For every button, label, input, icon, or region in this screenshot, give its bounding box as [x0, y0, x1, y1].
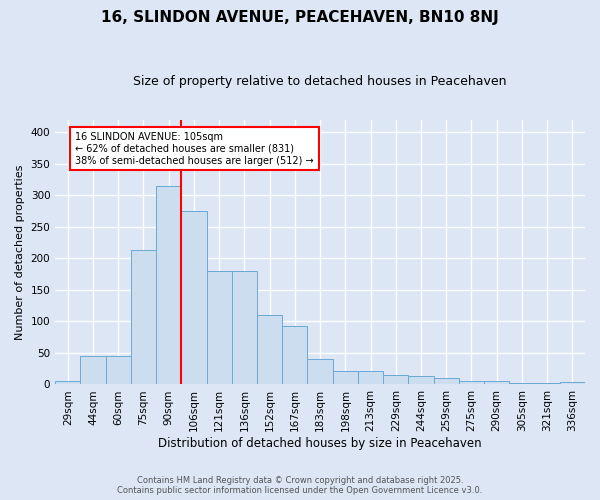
Bar — [434, 378, 459, 384]
Bar — [535, 383, 560, 384]
Bar — [332, 370, 358, 384]
Bar — [459, 382, 484, 384]
Bar — [232, 271, 257, 384]
Text: 16, SLINDON AVENUE, PEACEHAVEN, BN10 8NJ: 16, SLINDON AVENUE, PEACEHAVEN, BN10 8NJ — [101, 10, 499, 25]
Bar — [106, 356, 131, 384]
Bar — [156, 186, 181, 384]
Bar — [257, 315, 282, 384]
Title: Size of property relative to detached houses in Peacehaven: Size of property relative to detached ho… — [133, 75, 507, 88]
Bar — [560, 382, 585, 384]
Bar — [181, 211, 206, 384]
Text: 16 SLINDON AVENUE: 105sqm
← 62% of detached houses are smaller (831)
38% of semi: 16 SLINDON AVENUE: 105sqm ← 62% of detac… — [76, 132, 314, 166]
Bar — [409, 376, 434, 384]
Bar — [282, 326, 307, 384]
Text: Contains HM Land Registry data © Crown copyright and database right 2025.
Contai: Contains HM Land Registry data © Crown c… — [118, 476, 482, 495]
Bar — [307, 359, 332, 384]
Y-axis label: Number of detached properties: Number of detached properties — [15, 164, 25, 340]
Bar — [509, 382, 535, 384]
X-axis label: Distribution of detached houses by size in Peacehaven: Distribution of detached houses by size … — [158, 437, 482, 450]
Bar — [131, 250, 156, 384]
Bar — [383, 375, 409, 384]
Bar — [80, 356, 106, 384]
Bar — [55, 382, 80, 384]
Bar — [206, 271, 232, 384]
Bar — [484, 380, 509, 384]
Bar — [358, 370, 383, 384]
